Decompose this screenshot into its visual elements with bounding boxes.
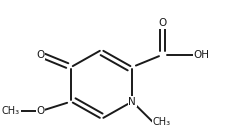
Text: O: O (36, 50, 44, 60)
Text: O: O (158, 18, 166, 28)
Text: OH: OH (192, 50, 208, 60)
Text: O: O (36, 106, 44, 116)
Text: N: N (128, 97, 135, 107)
Text: CH₃: CH₃ (152, 117, 170, 127)
Text: CH₃: CH₃ (2, 106, 20, 116)
